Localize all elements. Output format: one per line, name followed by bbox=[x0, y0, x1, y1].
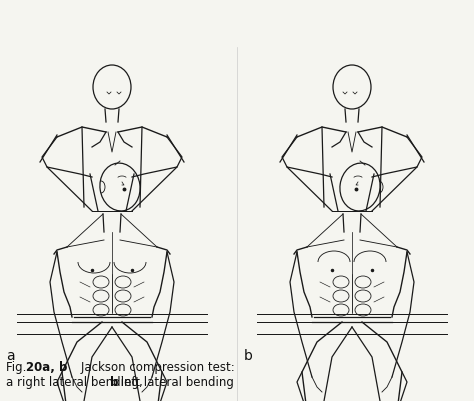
Text: Fig.: Fig. bbox=[6, 360, 30, 373]
Text: left lateral bending: left lateral bending bbox=[117, 375, 234, 388]
Text: b: b bbox=[244, 348, 253, 362]
Text: 20a, b: 20a, b bbox=[26, 360, 67, 373]
Text: a: a bbox=[6, 348, 15, 362]
Text: b: b bbox=[110, 375, 118, 388]
Text: a right lateral bending,: a right lateral bending, bbox=[6, 375, 146, 388]
Text: Jackson compression test:: Jackson compression test: bbox=[66, 360, 235, 373]
